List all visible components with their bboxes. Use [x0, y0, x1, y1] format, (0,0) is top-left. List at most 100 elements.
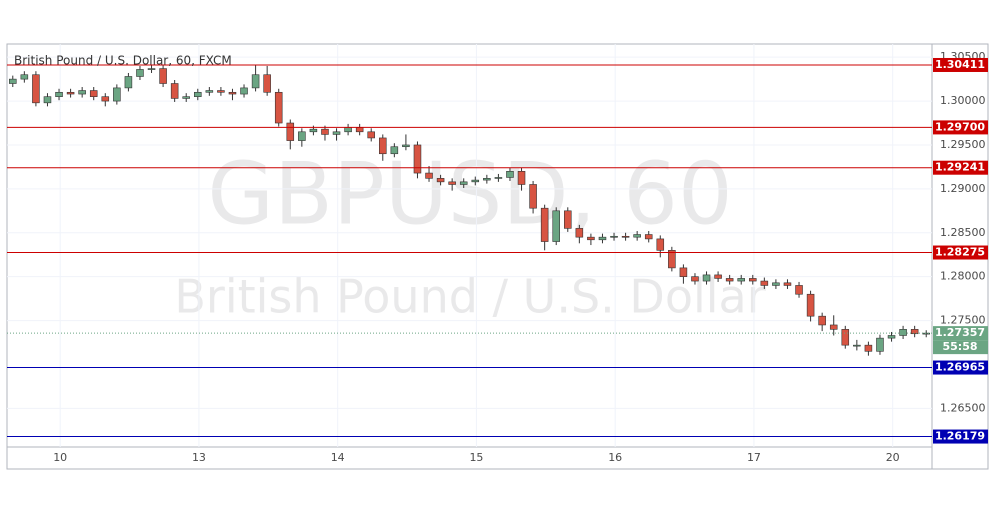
candle-body [9, 78, 17, 84]
candle-body [448, 181, 456, 185]
candle-body [251, 74, 260, 89]
candle-body [55, 91, 63, 97]
candle-body [101, 96, 110, 102]
candle-body [795, 285, 803, 295]
candle-body [113, 87, 121, 102]
level-label-box [933, 245, 988, 260]
candle-body [274, 91, 283, 124]
candle-body [379, 137, 387, 155]
candle-body [367, 131, 375, 139]
candle-body [737, 278, 745, 282]
candle-body [147, 68, 156, 70]
candle-body [78, 90, 86, 95]
level-label: 1.28275 [935, 246, 985, 259]
countdown-box [933, 340, 988, 355]
candle-body [517, 171, 526, 185]
candle-body [552, 210, 560, 242]
y-tick-label: 1.29500 [940, 138, 986, 151]
y-tick-label: 1.28500 [940, 226, 986, 239]
candle-body [910, 329, 919, 335]
candle-body [217, 90, 225, 93]
candle-body [32, 74, 40, 104]
y-tick-label: 1.29000 [940, 182, 986, 195]
level-label-box [933, 57, 988, 72]
level-label: 1.26179 [935, 430, 985, 443]
candle-body [587, 236, 595, 241]
candle-body [182, 96, 190, 99]
last-price-box [933, 326, 988, 341]
candle-body [853, 344, 861, 347]
candle-body [344, 127, 352, 133]
candle-body [818, 315, 826, 326]
candle-body [159, 68, 167, 84]
candle-body [124, 76, 133, 89]
candle-body [390, 146, 399, 155]
candle-body [170, 83, 179, 99]
candle-body [679, 267, 688, 277]
candle-body [263, 74, 271, 93]
candle-body [899, 329, 907, 336]
candle-body [43, 96, 52, 104]
x-tick-label: 15 [469, 451, 483, 464]
candle-body [621, 235, 630, 238]
level-label-box [933, 160, 988, 175]
candle-body [598, 236, 607, 241]
candle-body [749, 278, 757, 282]
candle-body [483, 178, 491, 181]
candle-body [459, 181, 468, 185]
x-tick-label: 17 [747, 451, 761, 464]
watermark-subtitle: British Pound / U.S. Dollar [174, 270, 765, 324]
candle-body [194, 91, 202, 97]
candle-body [506, 171, 514, 178]
candle-body [829, 324, 838, 330]
candle-body [864, 344, 873, 352]
candle-body [876, 337, 884, 352]
level-label-box [933, 120, 988, 135]
candle-body [610, 235, 618, 238]
candle-body [205, 90, 214, 93]
x-tick-label: 16 [608, 451, 622, 464]
candle-body [286, 122, 295, 141]
y-tick-label: 1.27500 [940, 314, 986, 327]
candle-body [714, 274, 722, 279]
candle-body [691, 276, 699, 282]
candle-body [783, 282, 792, 286]
candle-body [760, 280, 769, 286]
last-price-label: 1.27357 [935, 326, 985, 339]
candle-body [540, 207, 549, 242]
level-label-box [933, 429, 988, 444]
watermark: GBPUSD, 60 [207, 144, 732, 244]
candle-body [413, 144, 422, 174]
candle-body [529, 184, 537, 209]
candle-body [702, 274, 711, 282]
chart-title: British Pound / U.S. Dollar, 60, FXCM [14, 54, 232, 68]
candle-body [240, 87, 248, 95]
level-label-box [933, 360, 988, 375]
x-tick-label: 13 [192, 451, 206, 464]
candle-body [656, 238, 665, 251]
candle-body [725, 278, 734, 282]
x-tick-label: 20 [886, 451, 900, 464]
y-tick-label: 1.30000 [940, 94, 986, 107]
y-tick-label: 1.28000 [940, 270, 986, 283]
candle-body [136, 69, 144, 77]
candle-body [772, 282, 780, 286]
candle-body [668, 250, 676, 269]
candle-body [806, 293, 815, 317]
candle-body [841, 329, 850, 346]
level-label: 1.26965 [935, 361, 985, 374]
x-tick-label: 10 [53, 451, 67, 464]
x-tick-label: 14 [331, 451, 345, 464]
countdown-label: 55:58 [942, 340, 977, 353]
candle-body [402, 144, 410, 148]
candle-body [355, 127, 364, 133]
candle-body [564, 210, 572, 229]
candle-body [20, 74, 29, 80]
chart-frame [6, 43, 989, 470]
candle-body [633, 234, 641, 238]
candle-body [309, 128, 318, 133]
candle-body [321, 128, 329, 135]
level-label: 1.30411 [935, 58, 985, 71]
